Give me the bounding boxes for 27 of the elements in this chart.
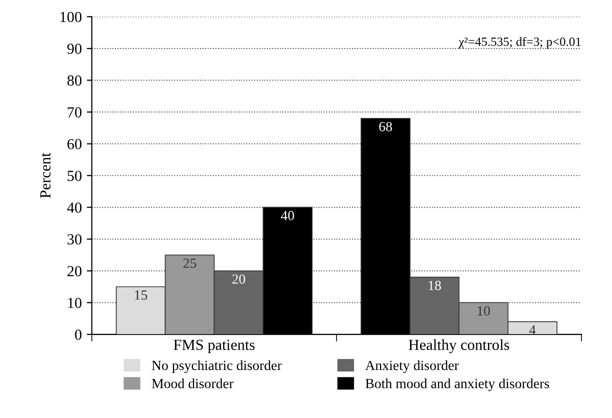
y-axis-title: Percent [40,152,50,198]
data-label: 4 [529,325,536,335]
legend-label: Mood disorder [152,378,234,388]
data-label: 18 [428,280,441,290]
y-tick-label: 10 [68,298,82,308]
y-tick-label: 20 [67,266,82,276]
annotation: χ²=45.535; df=3; p<0.01 [458,37,581,48]
y-tick-label: 90 [67,44,82,54]
y-tick-label: 50 [68,170,82,182]
data-label: 10 [478,306,490,316]
y-tick-label: 60 [67,138,82,150]
x-tick-label: FMS patients [174,340,255,354]
data-label: 15 [135,290,148,300]
data-label: 68 [379,122,392,132]
y-tick-label: 30 [68,234,82,245]
legend-label: Anxiety disorder [365,360,459,373]
data-label: 40 [280,210,294,220]
y-tick-label: 70 [68,107,82,118]
y-tick-label: 40 [67,202,82,213]
x-tick-label: Healthy controls [408,339,510,354]
legend-label: Both mood and anxiety disorders [366,378,550,392]
data-label: 20 [232,274,246,284]
data-label: 25 [183,258,196,268]
y-tick-label: 0 [75,330,82,340]
y-tick-label: 80 [67,75,82,86]
legend-label: No psychiatric disorder [152,360,282,373]
y-tick-label: 100 [60,12,82,22]
